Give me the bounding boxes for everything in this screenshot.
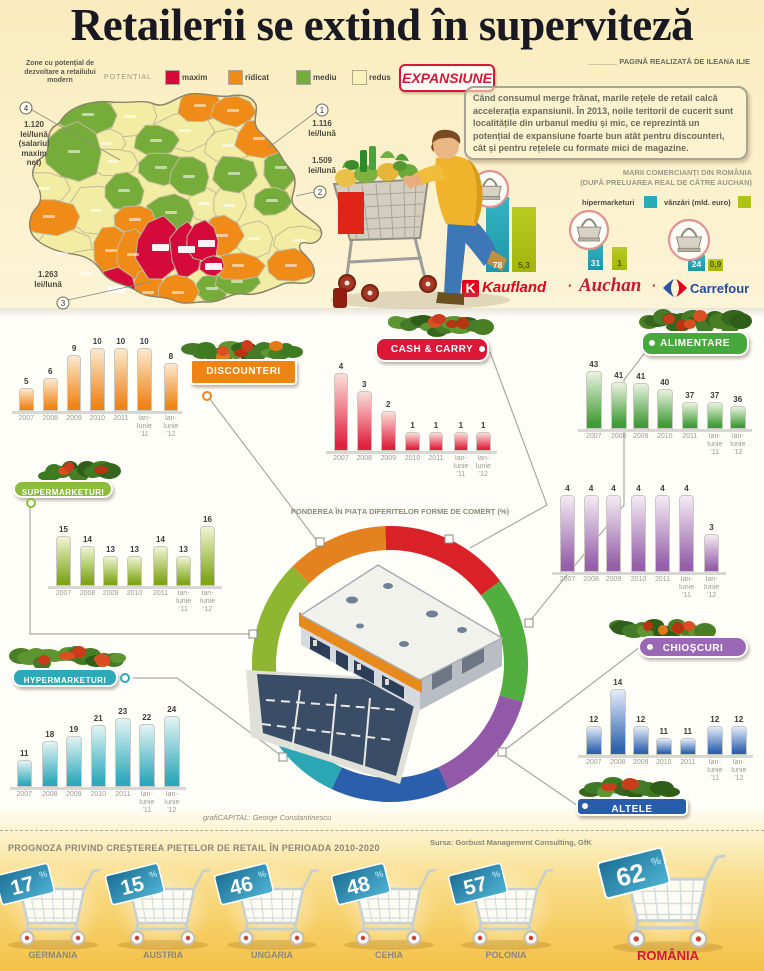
svg-text:UNGARIA: UNGARIA	[251, 950, 293, 960]
svg-text:CEHIA: CEHIA	[375, 950, 404, 960]
svg-text:%: %	[148, 869, 158, 881]
svg-text:GERMANIA: GERMANIA	[29, 950, 78, 960]
svg-text:48: 48	[344, 872, 373, 900]
svg-text:ROMÂNIA: ROMÂNIA	[637, 948, 700, 963]
svg-text:AUSTRIA: AUSTRIA	[143, 950, 183, 960]
svg-text:POLONIA: POLONIA	[485, 950, 527, 960]
svg-text:%: %	[257, 869, 267, 881]
svg-text:31: 31	[591, 258, 601, 268]
svg-text:46: 46	[227, 872, 255, 900]
svg-text:15: 15	[118, 872, 147, 900]
svg-text:1: 1	[617, 258, 622, 268]
svg-text:57: 57	[461, 872, 489, 900]
svg-text:1: 1	[320, 106, 325, 115]
svg-text:78: 78	[493, 260, 503, 270]
svg-text:17: 17	[8, 872, 36, 900]
svg-text:%: %	[650, 855, 663, 869]
svg-text:%: %	[491, 869, 501, 881]
svg-text:%: %	[38, 869, 48, 881]
svg-text:2: 2	[318, 188, 323, 197]
svg-text:24: 24	[692, 259, 702, 269]
svg-text:62: 62	[613, 859, 647, 893]
svg-text:%: %	[374, 869, 384, 881]
svg-text:5,3: 5,3	[518, 260, 530, 270]
svg-text:0,9: 0,9	[710, 259, 722, 269]
svg-text:3: 3	[61, 299, 66, 308]
svg-text:4: 4	[24, 104, 29, 113]
